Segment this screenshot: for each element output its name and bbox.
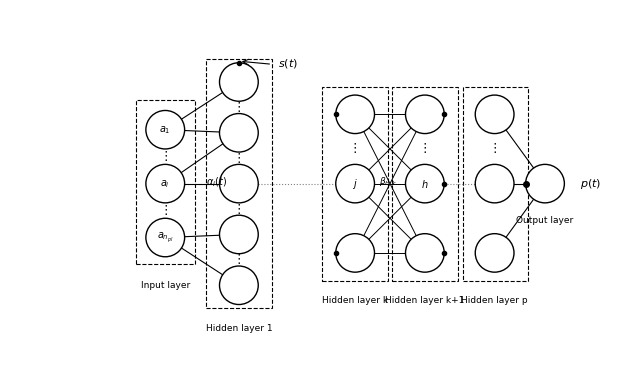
Circle shape	[406, 234, 444, 272]
Text: ⋮: ⋮	[159, 204, 172, 217]
Circle shape	[146, 165, 184, 203]
Text: ⋮: ⋮	[349, 142, 362, 156]
Circle shape	[476, 234, 514, 272]
Circle shape	[220, 114, 259, 152]
Text: Hidden layer p: Hidden layer p	[461, 296, 528, 305]
Circle shape	[220, 165, 259, 203]
Text: $s(t)$: $s(t)$	[278, 57, 298, 70]
Circle shape	[406, 95, 444, 133]
Text: $p(t)$: $p(t)$	[580, 177, 601, 191]
Text: ⋮: ⋮	[232, 152, 245, 165]
Text: ⋮: ⋮	[488, 142, 501, 156]
Text: ⋮: ⋮	[232, 253, 245, 266]
Text: Hidden layer k: Hidden layer k	[322, 296, 388, 305]
Text: ⋮: ⋮	[419, 142, 431, 156]
Text: $\beta_{h,k}$: $\beta_{h,k}$	[379, 176, 398, 189]
Circle shape	[406, 165, 444, 203]
Text: Hidden layer 1: Hidden layer 1	[205, 324, 272, 333]
Text: $a_1$: $a_1$	[159, 124, 171, 136]
Text: ⋮: ⋮	[232, 203, 245, 215]
Circle shape	[476, 95, 514, 133]
Text: $a_i$: $a_i$	[161, 178, 170, 189]
Circle shape	[146, 218, 184, 257]
Text: $j$: $j$	[352, 177, 358, 191]
Circle shape	[220, 266, 259, 305]
Circle shape	[336, 165, 374, 203]
Circle shape	[525, 165, 564, 203]
Text: $a_{n_{pl}}$: $a_{n_{pl}}$	[157, 230, 173, 244]
Text: Hidden layer k+1: Hidden layer k+1	[385, 296, 465, 305]
Circle shape	[336, 95, 374, 133]
Text: ⋮: ⋮	[159, 150, 172, 163]
Circle shape	[220, 63, 259, 101]
Circle shape	[336, 234, 374, 272]
Text: Output layer: Output layer	[516, 216, 573, 225]
Text: $\alpha_i(t)$: $\alpha_i(t)$	[205, 175, 227, 189]
Circle shape	[220, 215, 259, 254]
Text: Input layer: Input layer	[141, 281, 190, 290]
Circle shape	[146, 111, 184, 149]
Text: $h$: $h$	[421, 178, 429, 190]
Circle shape	[476, 165, 514, 203]
Text: ⋮: ⋮	[232, 101, 245, 114]
